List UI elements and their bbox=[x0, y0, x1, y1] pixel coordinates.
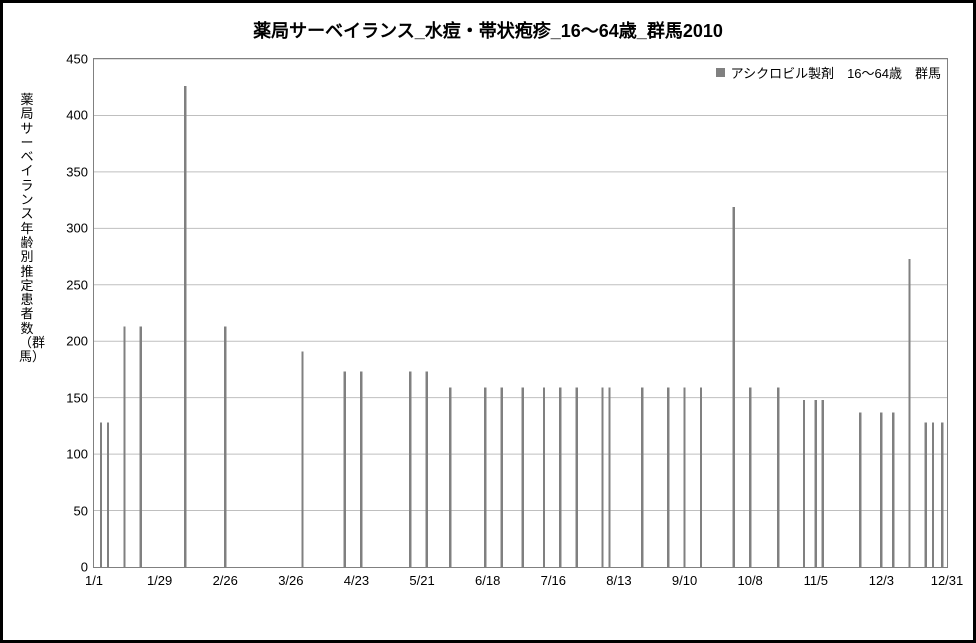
x-tick-label: 5/21 bbox=[409, 567, 434, 588]
y-tick-label: 400 bbox=[66, 108, 94, 123]
x-tick-label: 7/16 bbox=[541, 567, 566, 588]
bars bbox=[100, 86, 944, 567]
x-tick-label: 12/3 bbox=[869, 567, 894, 588]
x-tick-label: 1/29 bbox=[147, 567, 172, 588]
bar bbox=[700, 388, 702, 567]
bar bbox=[941, 423, 943, 567]
bar bbox=[107, 423, 109, 567]
bar bbox=[932, 423, 934, 567]
bar bbox=[522, 388, 524, 567]
bar bbox=[777, 388, 779, 567]
y-tick-label: 300 bbox=[66, 221, 94, 236]
y-tick-label: 100 bbox=[66, 447, 94, 462]
bar bbox=[608, 388, 610, 567]
x-tick-label: 11/5 bbox=[804, 567, 828, 588]
bar bbox=[140, 327, 142, 567]
x-tick-label: 4/23 bbox=[344, 567, 369, 588]
bar bbox=[123, 327, 125, 567]
bar bbox=[683, 388, 685, 567]
chart-title: 薬局サーベイランス_水痘・帯状疱疹_16～64歳_群馬2010 bbox=[3, 17, 973, 43]
bar bbox=[543, 388, 545, 567]
bar bbox=[733, 207, 735, 567]
bar bbox=[426, 372, 428, 567]
x-tick-label: 1/1 bbox=[85, 567, 103, 588]
x-tick-label: 6/18 bbox=[475, 567, 500, 588]
bar bbox=[822, 400, 824, 567]
y-tick-label: 250 bbox=[66, 277, 94, 292]
y-tick-label: 350 bbox=[66, 164, 94, 179]
bar bbox=[484, 388, 486, 567]
bar bbox=[449, 388, 451, 567]
bar bbox=[409, 372, 411, 567]
x-tick-label: 8/13 bbox=[606, 567, 631, 588]
gridlines bbox=[94, 59, 947, 567]
bar bbox=[667, 388, 669, 567]
x-tick-label: 3/26 bbox=[278, 567, 303, 588]
bar bbox=[601, 388, 603, 567]
y-tick-label: 200 bbox=[66, 334, 94, 349]
bar bbox=[925, 423, 927, 567]
plot-svg bbox=[94, 59, 947, 567]
bar bbox=[559, 388, 561, 567]
bar bbox=[501, 388, 503, 567]
bar bbox=[344, 372, 346, 567]
y-tick-label: 50 bbox=[74, 503, 94, 518]
bar bbox=[880, 412, 882, 567]
x-tick-label: 10/8 bbox=[737, 567, 762, 588]
chart-frame: 薬局サーベイランス_水痘・帯状疱疹_16～64歳_群馬2010 薬局サーベイラン… bbox=[0, 0, 976, 643]
bar bbox=[184, 86, 186, 567]
bar bbox=[749, 388, 751, 567]
x-tick-label: 12/31 bbox=[931, 567, 964, 588]
bar bbox=[892, 412, 894, 567]
x-tick-label: 9/10 bbox=[672, 567, 697, 588]
bar bbox=[301, 351, 303, 567]
plot-area: アシクロビル製剤 16～64歳 群馬 050100150200250300350… bbox=[93, 58, 948, 568]
x-tick-label: 2/26 bbox=[213, 567, 238, 588]
y-axis-label: 薬局サーベイランス年齢別推定患者数（群馬） bbox=[19, 93, 35, 365]
bar bbox=[360, 372, 362, 567]
bar bbox=[641, 388, 643, 567]
bar bbox=[803, 400, 805, 567]
bar bbox=[908, 259, 910, 567]
y-tick-label: 150 bbox=[66, 390, 94, 405]
bar bbox=[224, 327, 226, 567]
bar bbox=[859, 412, 861, 567]
bar bbox=[100, 423, 102, 567]
bar bbox=[576, 388, 578, 567]
bar bbox=[815, 400, 817, 567]
y-tick-label: 450 bbox=[66, 52, 94, 67]
